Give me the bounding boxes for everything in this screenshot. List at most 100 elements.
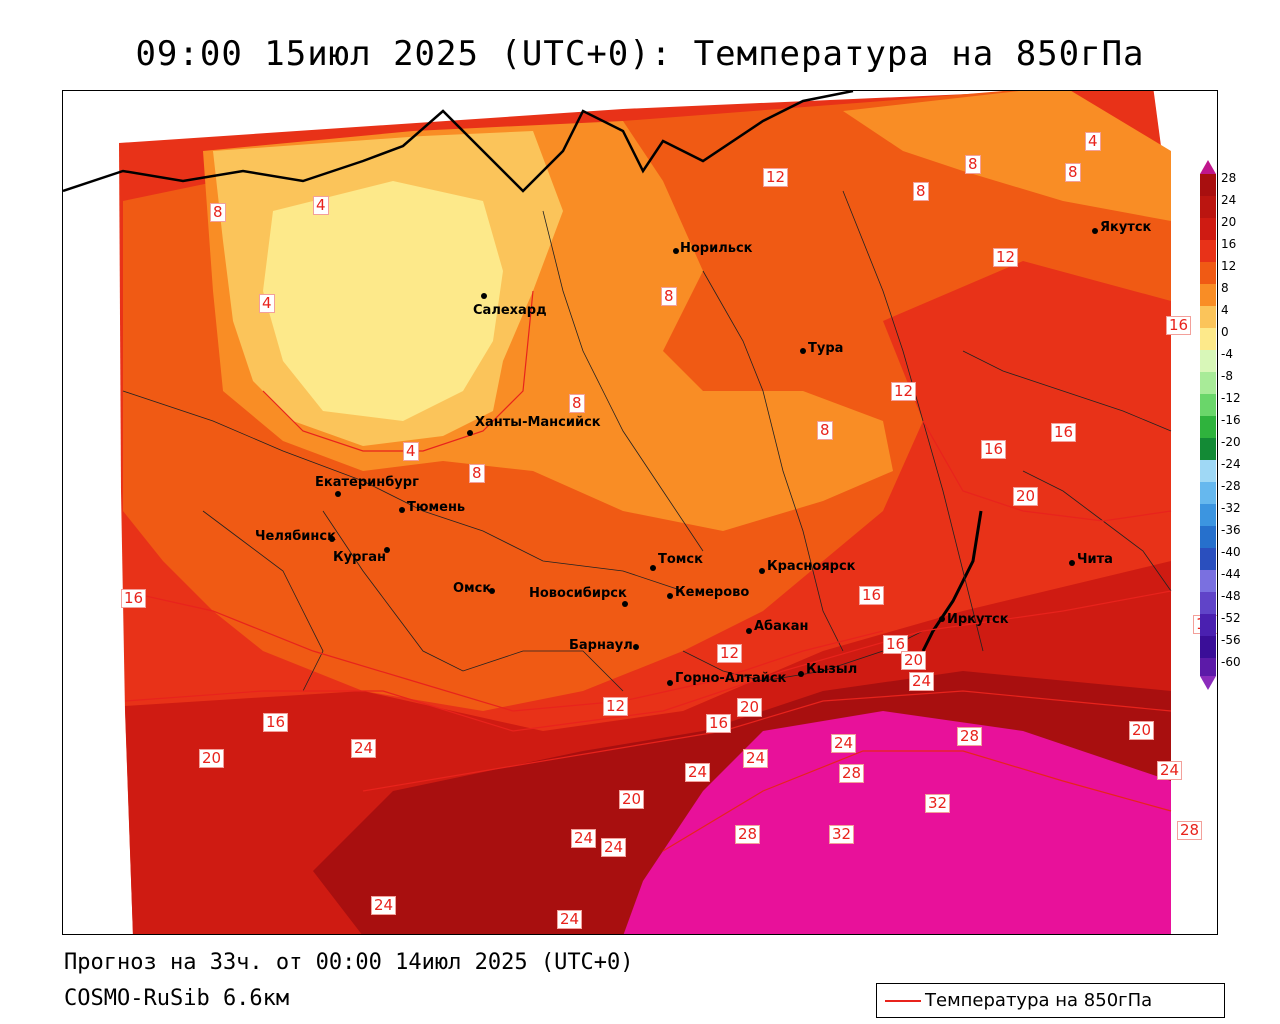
- isoline-label: 28: [839, 764, 865, 783]
- isoline-label: 32: [829, 825, 855, 844]
- legend-tick-label: 20: [1221, 215, 1237, 229]
- city-dot: [481, 293, 487, 299]
- city-dot: [667, 680, 673, 686]
- isoline-label: 12: [717, 644, 743, 663]
- forecast-info: Прогноз на 33ч. от 00:00 14июл 2025 (UTC…: [64, 950, 634, 975]
- legend-tick-label: 12: [1221, 259, 1237, 273]
- city-dot: [384, 547, 390, 553]
- city-dot: [939, 616, 945, 622]
- isoline-label: 16: [263, 713, 289, 732]
- city-label: Екатеринбург: [315, 475, 419, 490]
- legend-tick-label: 28: [1221, 171, 1237, 185]
- legend-tick-label: -12: [1221, 391, 1241, 405]
- city-dot: [335, 491, 341, 497]
- legend-tick-label: -4: [1221, 347, 1233, 361]
- legend-tick-label: 0: [1221, 325, 1229, 339]
- isoline-label: 20: [619, 790, 645, 809]
- isoline-label: 8: [1065, 163, 1081, 182]
- legend-tick-label: -36: [1221, 523, 1241, 537]
- city-dot: [622, 601, 628, 607]
- city-label: Томск: [658, 552, 703, 567]
- city-dot: [399, 507, 405, 513]
- isoline-label: 8: [569, 394, 585, 413]
- legend-tick-label: 16: [1221, 237, 1237, 251]
- city-label: Челябинск: [255, 529, 336, 544]
- city-dot: [667, 593, 673, 599]
- city-dot: [673, 248, 679, 254]
- isoline-label: 24: [685, 763, 711, 782]
- legend-tick-label: -56: [1221, 633, 1241, 647]
- city-label: Барнаул: [569, 638, 633, 653]
- isoline-label: 24: [601, 838, 627, 857]
- city-dot: [467, 430, 473, 436]
- legend-tick-label: -20: [1221, 435, 1241, 449]
- city-label: Норильск: [680, 241, 753, 256]
- isoline-label: 24: [743, 749, 769, 768]
- city-label: Иркутск: [947, 612, 1009, 627]
- city-label: Красноярск: [767, 559, 856, 574]
- zone-0: [263, 181, 503, 421]
- city-dot: [329, 536, 335, 542]
- isoline-label: 28: [957, 727, 983, 746]
- isoline-label: 16: [981, 440, 1007, 459]
- zone-8-ne: [843, 91, 1171, 221]
- city-dot: [489, 588, 495, 594]
- isoline-label: 24: [371, 896, 397, 915]
- isoline-label: 8: [817, 421, 833, 440]
- isoline-label: 24: [571, 829, 597, 848]
- isoline-label: 16: [1051, 423, 1077, 442]
- legend-tick-label: -40: [1221, 545, 1241, 559]
- isoline-label: 28: [735, 825, 761, 844]
- isoline-label: 28: [1177, 821, 1203, 840]
- isoline-label: 20: [1013, 487, 1039, 506]
- city-label: Кемерово: [675, 585, 750, 600]
- legend-tick-label: 4: [1221, 303, 1229, 317]
- series-legend: Температура на 850гПа: [876, 983, 1225, 1018]
- city-label: Курган: [333, 550, 386, 565]
- city-dot: [1069, 560, 1075, 566]
- city-label: Горно-Алтайск: [675, 671, 787, 686]
- legend-tick-label: -8: [1221, 369, 1233, 383]
- city-label: Салехард: [473, 303, 547, 318]
- city-dot: [798, 671, 804, 677]
- isoline-label: 8: [965, 155, 981, 174]
- city-label: Омск: [453, 581, 492, 596]
- city-dot: [650, 565, 656, 571]
- isoline-label: 24: [909, 672, 935, 691]
- lake-baikal: [921, 510, 983, 652]
- city-label: Ханты-Мансийск: [475, 415, 601, 430]
- isoline-label: 16: [859, 586, 885, 605]
- city-dot: [633, 644, 639, 650]
- city-label: Тура: [808, 341, 844, 356]
- city-label: Кызыл: [806, 662, 858, 677]
- city-label: Чита: [1077, 552, 1113, 567]
- isoline-label: 8: [210, 203, 226, 222]
- city-label: Тюмень: [407, 500, 466, 515]
- city-dot: [759, 568, 765, 574]
- city-label: Абакан: [754, 619, 809, 634]
- isoline-label: 16: [883, 635, 909, 654]
- series-legend-label: Температура на 850гПа: [925, 990, 1153, 1011]
- isoline-label: 8: [469, 464, 485, 483]
- isoline-label: 4: [403, 442, 419, 461]
- isolines: [122, 290, 1172, 852]
- legend-tick-label: -52: [1221, 611, 1241, 625]
- legend-tick-label: -44: [1221, 567, 1241, 581]
- isoline-label: 20: [901, 651, 927, 670]
- map-title: 09:00 15июл 2025 (UTC+0): Температура на…: [135, 34, 1145, 74]
- city-dot: [746, 628, 752, 634]
- isoline-label: 16: [121, 589, 147, 608]
- isoline-label: 16: [1166, 316, 1192, 335]
- legend-tick-label: -24: [1221, 457, 1241, 471]
- city-label: Якутск: [1100, 220, 1152, 235]
- isoline-label: 8: [913, 182, 929, 201]
- legend-tick-label: -32: [1221, 501, 1241, 515]
- isoline-label: 16: [706, 714, 732, 733]
- isoline-label: 8: [661, 287, 677, 306]
- isoline-label: 12: [993, 248, 1019, 267]
- legend-tick-label: 8: [1221, 281, 1229, 295]
- isoline-label: 12: [891, 382, 917, 401]
- legend-tick-label: -16: [1221, 413, 1241, 427]
- isoline-label: 24: [831, 734, 857, 753]
- series-line-swatch: [885, 1000, 921, 1002]
